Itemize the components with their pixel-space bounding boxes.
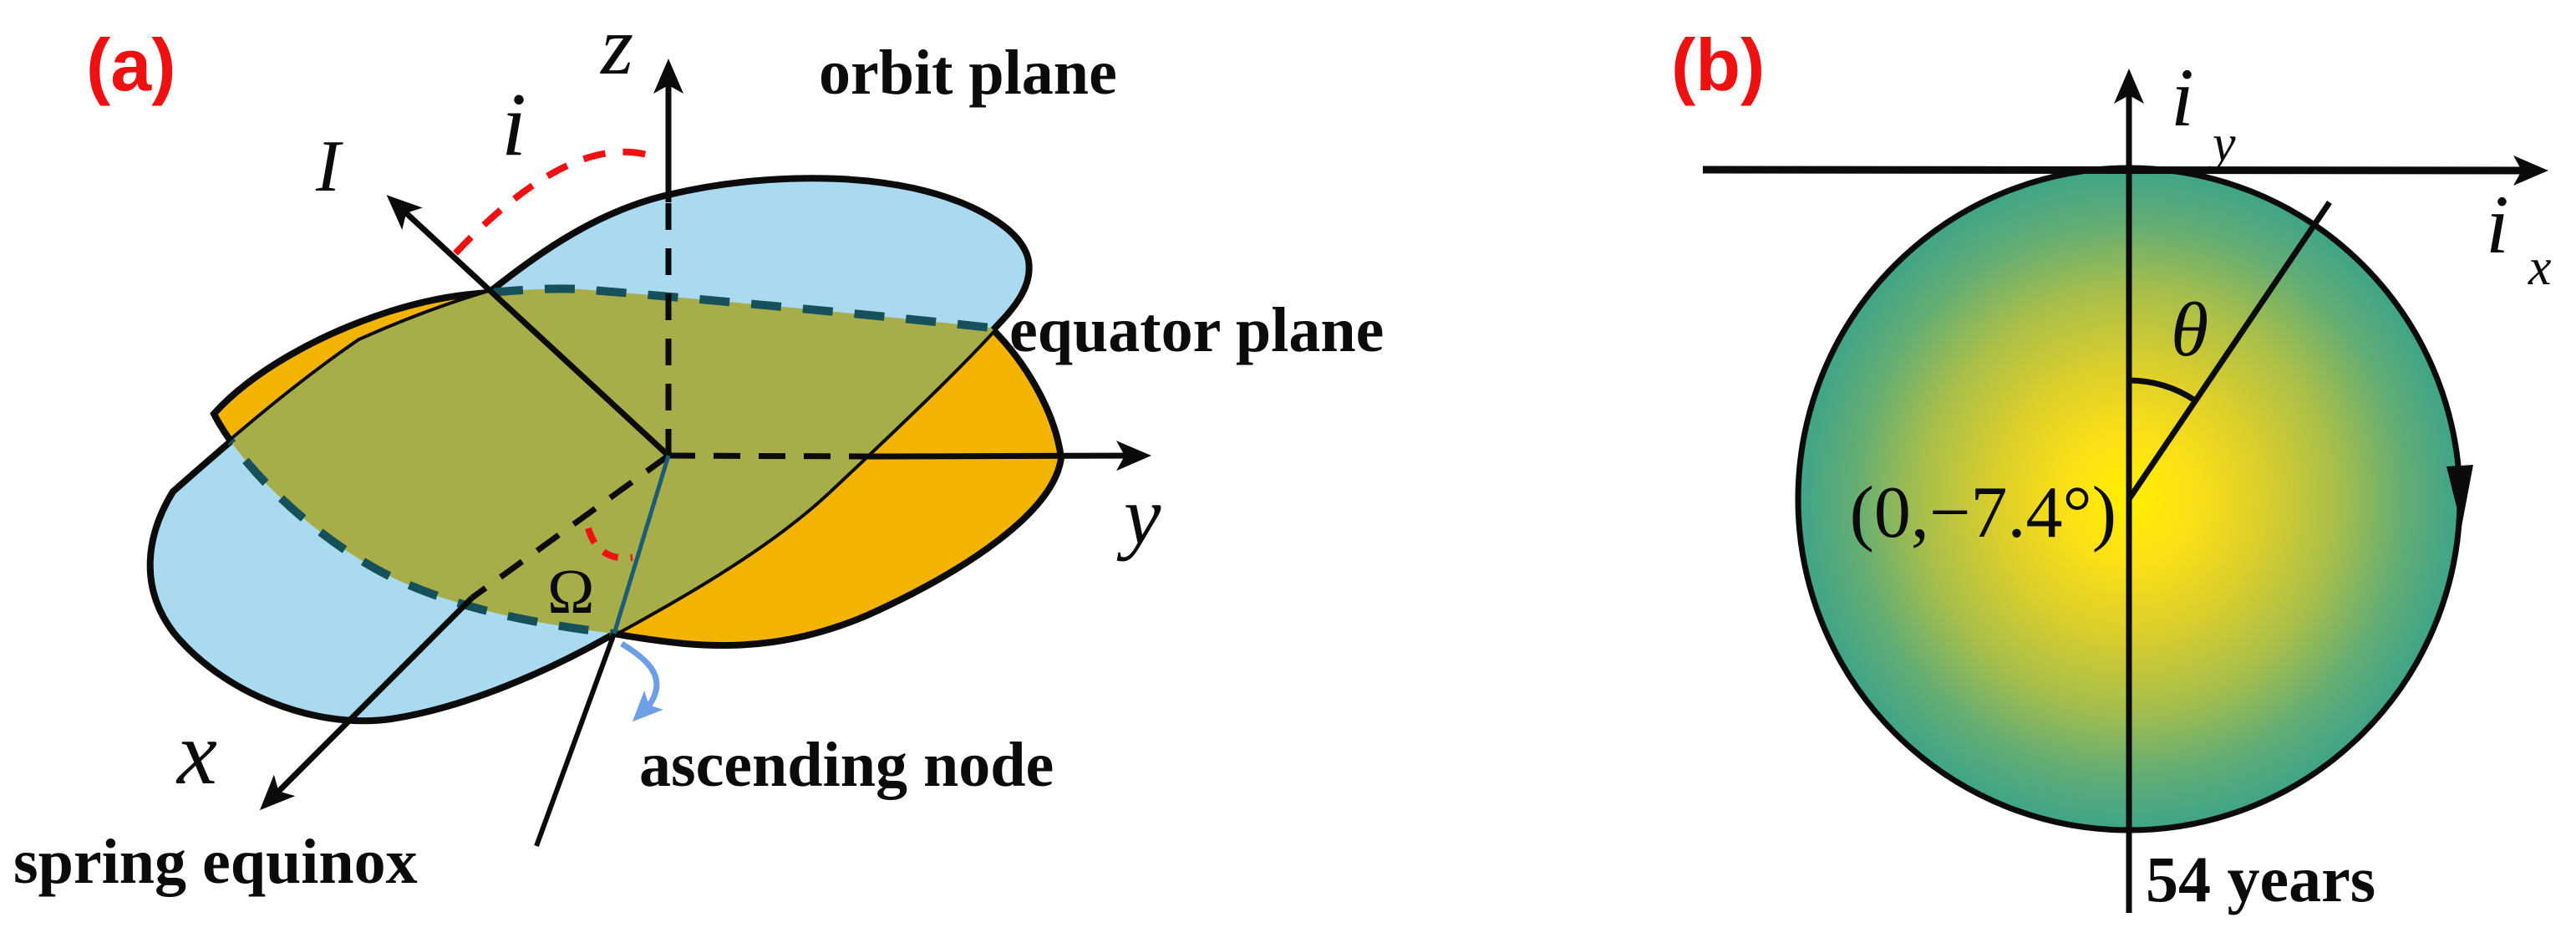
node-line-inner bbox=[612, 455, 671, 635]
orbit-normal-axis bbox=[386, 195, 671, 458]
ascending-node-pointer-arrow bbox=[620, 640, 663, 722]
raan-angle-arc bbox=[585, 527, 633, 562]
spring-equinox-caption: spring equinox bbox=[13, 827, 418, 897]
orbit-plane-caption: orbit plane bbox=[819, 38, 1117, 108]
ascending-node-caption: ascending node bbox=[639, 730, 1054, 800]
inclination-angle-arc bbox=[453, 148, 662, 256]
orbit-normal-label: I bbox=[315, 126, 343, 207]
theta-radius-line bbox=[2126, 201, 2332, 501]
z-axis-label: z bbox=[599, 0, 633, 92]
x-axis-hidden-segment bbox=[470, 453, 671, 600]
ix-axis bbox=[1702, 155, 2548, 186]
inclination-label: i bbox=[501, 75, 526, 175]
panel-b: (b) i y i x θ (0,−7.4°) 54 years bbox=[1671, 23, 2552, 915]
raan-label: Ω bbox=[547, 557, 594, 627]
x-axis bbox=[259, 595, 475, 811]
period-label: 54 years bbox=[2146, 843, 2375, 915]
x-axis-label: x bbox=[175, 704, 217, 803]
ix-axis-label-base: i bbox=[2486, 178, 2509, 271]
panel-a: (a) z i I orbit plane equator plane y Ω … bbox=[13, 0, 1384, 897]
iy-axis-label-sub: y bbox=[2208, 115, 2236, 172]
y-axis-label: y bbox=[1116, 469, 1161, 562]
panel-a-tag: (a) bbox=[86, 23, 176, 106]
node-line-extension bbox=[534, 632, 617, 848]
equator-plane-caption: equator plane bbox=[1009, 295, 1384, 365]
fixed-point-label: (0,−7.4°) bbox=[1850, 472, 2116, 553]
panel-b-tag: (b) bbox=[1671, 23, 1765, 106]
theta-label: θ bbox=[2171, 287, 2208, 372]
precession-direction-arrowhead-icon bbox=[2446, 465, 2473, 527]
theta-angle-arc bbox=[2128, 377, 2197, 403]
ix-axis-label-sub: x bbox=[2528, 239, 2552, 296]
iy-axis-label-base: i bbox=[2171, 51, 2194, 144]
